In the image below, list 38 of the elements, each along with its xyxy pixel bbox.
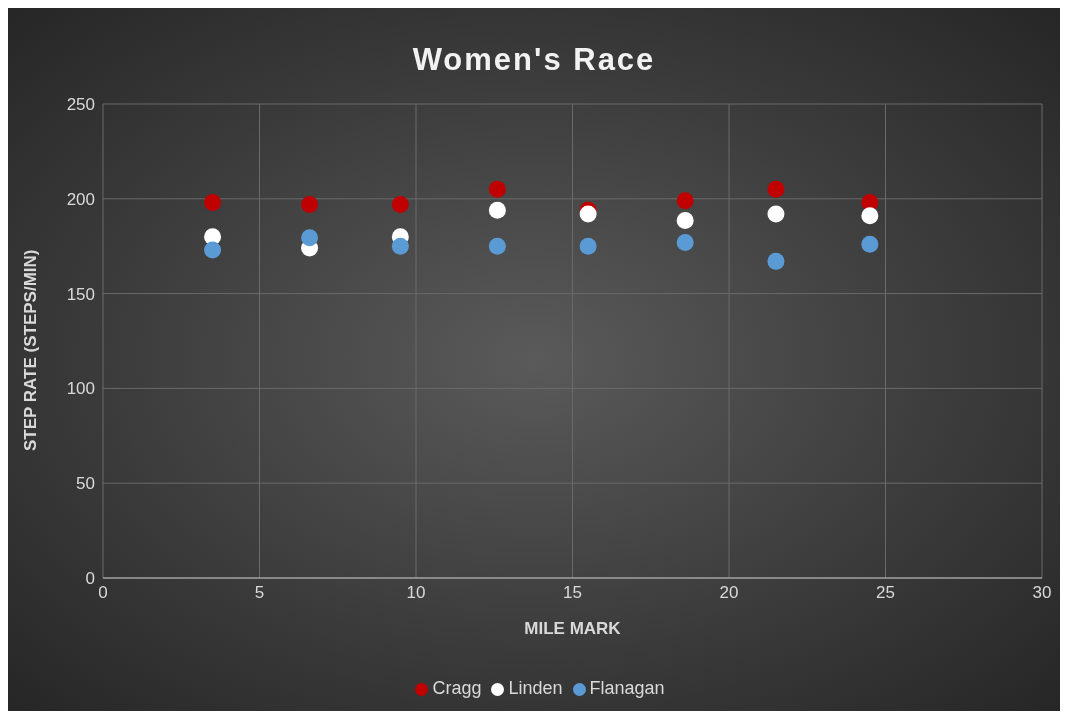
x-tick-label: 20 bbox=[719, 583, 739, 603]
x-tick-label: 25 bbox=[876, 583, 895, 603]
y-tick-label: 0 bbox=[85, 569, 95, 589]
point bbox=[301, 229, 319, 247]
point bbox=[767, 205, 785, 223]
point bbox=[676, 192, 694, 210]
point bbox=[579, 237, 597, 255]
point bbox=[861, 235, 879, 253]
point bbox=[676, 233, 694, 251]
x-tick-label: 0 bbox=[98, 583, 108, 603]
point bbox=[301, 195, 319, 213]
legend-label: Linden bbox=[508, 678, 563, 698]
x-tick-label: 30 bbox=[1032, 583, 1052, 603]
point bbox=[767, 180, 785, 198]
point bbox=[391, 237, 409, 255]
x-tick-label: 15 bbox=[563, 583, 582, 603]
x-tick-label: 5 bbox=[254, 583, 265, 603]
point bbox=[391, 195, 409, 213]
point bbox=[579, 205, 597, 223]
point bbox=[767, 252, 785, 270]
x-axis-title: MILE MARK bbox=[524, 619, 622, 639]
point bbox=[488, 180, 506, 198]
y-tick-label: 50 bbox=[76, 474, 95, 494]
x-tick-label: 10 bbox=[406, 583, 426, 603]
point bbox=[488, 201, 506, 219]
y-tick-label: 100 bbox=[66, 379, 95, 399]
y-axis-title: STEP RATE (STEPS/MIN) bbox=[21, 249, 41, 451]
point bbox=[676, 212, 694, 230]
chart-title: Women's Race bbox=[411, 42, 657, 78]
y-tick-label: 250 bbox=[66, 95, 95, 115]
point bbox=[488, 237, 506, 255]
point bbox=[204, 194, 222, 212]
y-tick-label: 200 bbox=[66, 189, 95, 209]
legend-label: Flanagan bbox=[589, 678, 665, 698]
legend-label: Cragg bbox=[432, 678, 482, 698]
point bbox=[204, 241, 222, 259]
point bbox=[861, 207, 879, 225]
y-tick-label: 150 bbox=[66, 284, 95, 304]
